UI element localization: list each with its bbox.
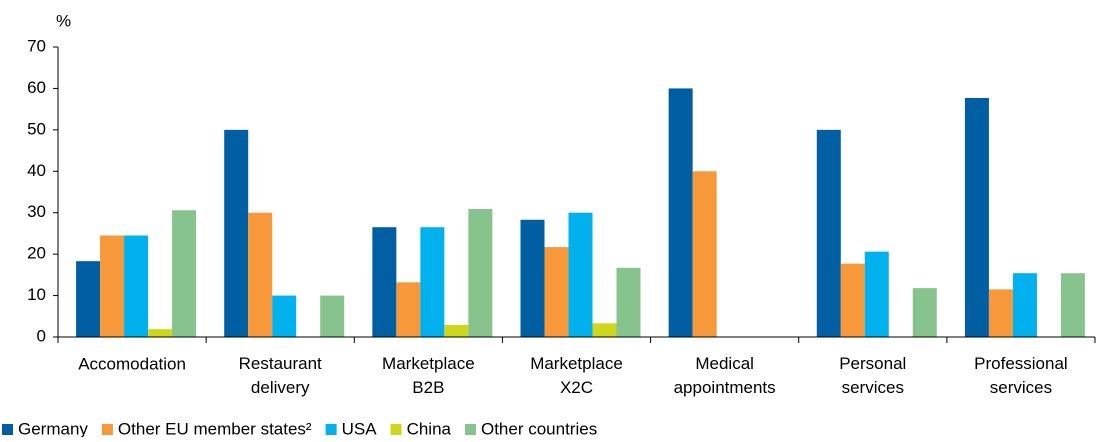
x-tick-label: Accomodation bbox=[78, 354, 186, 373]
y-tick-label: 30 bbox=[27, 202, 46, 221]
x-tick-label: Restaurant delivery bbox=[239, 354, 322, 397]
legend-label: Other countries bbox=[481, 419, 597, 437]
x-tick-label: Medical appointments bbox=[674, 354, 776, 397]
bar bbox=[468, 208, 493, 337]
bar bbox=[320, 295, 345, 337]
legend-swatch bbox=[101, 424, 113, 435]
y-tick-label: 0 bbox=[37, 326, 46, 345]
bar bbox=[172, 210, 197, 337]
legend-swatch bbox=[2, 424, 13, 435]
bar bbox=[912, 288, 937, 337]
bar bbox=[520, 219, 545, 337]
legend-swatch bbox=[325, 424, 337, 435]
y-axis-label: % bbox=[56, 11, 71, 30]
bar bbox=[616, 267, 641, 337]
bar bbox=[816, 129, 841, 337]
legend-label: China bbox=[407, 419, 452, 437]
bar bbox=[988, 289, 1013, 337]
x-tick-label: Marketplace B2B bbox=[382, 354, 475, 397]
bar bbox=[592, 323, 617, 337]
legend-swatch bbox=[390, 424, 402, 435]
x-tick-label: Professional services bbox=[974, 354, 1068, 397]
bar bbox=[76, 261, 101, 337]
legend-swatch bbox=[464, 424, 476, 435]
bar bbox=[248, 212, 273, 337]
bar bbox=[420, 227, 445, 337]
bar bbox=[568, 212, 593, 337]
legend-label: USA bbox=[342, 419, 378, 437]
bar bbox=[668, 88, 693, 337]
bar bbox=[692, 171, 717, 337]
bar bbox=[372, 227, 397, 337]
bar bbox=[272, 295, 297, 337]
bar bbox=[124, 235, 149, 337]
bar bbox=[1060, 273, 1085, 337]
y-tick-label: 60 bbox=[27, 78, 46, 97]
legend-label: Germany bbox=[18, 419, 88, 437]
bar bbox=[396, 282, 421, 337]
bar bbox=[444, 324, 469, 337]
bar bbox=[148, 329, 173, 337]
y-tick-label: 50 bbox=[27, 119, 46, 138]
bar bbox=[864, 251, 889, 337]
y-tick-label: 70 bbox=[27, 36, 46, 55]
legend-label: Other EU member states² bbox=[118, 419, 312, 437]
bar bbox=[100, 235, 125, 337]
x-tick-label: Personal services bbox=[839, 354, 906, 397]
bar bbox=[964, 97, 989, 337]
x-tick-label: Marketplace X2C bbox=[530, 354, 623, 397]
y-tick-label: 40 bbox=[27, 161, 46, 180]
bar bbox=[1012, 273, 1037, 337]
bar bbox=[840, 263, 865, 337]
bar bbox=[224, 129, 249, 337]
bar bbox=[544, 247, 569, 337]
y-tick-label: 20 bbox=[27, 244, 46, 263]
y-tick-label: 10 bbox=[27, 285, 46, 304]
